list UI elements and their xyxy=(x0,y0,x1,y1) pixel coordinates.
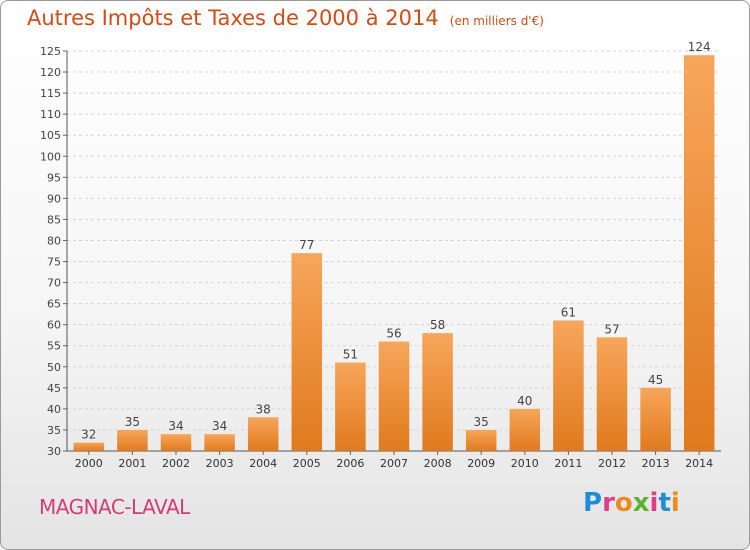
y-tick-label: 115 xyxy=(40,87,61,100)
y-tick-label: 80 xyxy=(47,234,61,247)
bar xyxy=(683,55,715,452)
x-tick-label: 2003 xyxy=(206,457,234,470)
y-tick-label: 30 xyxy=(47,445,61,458)
bar xyxy=(465,429,497,451)
x-tick-label: 2010 xyxy=(511,457,539,470)
bar xyxy=(509,408,541,451)
bar xyxy=(291,253,323,451)
brand-letter: i xyxy=(649,488,659,518)
y-tick-label: 70 xyxy=(47,277,61,290)
y-tick-label: 85 xyxy=(47,213,61,226)
y-tick-label: 50 xyxy=(47,361,61,374)
data-label: 35 xyxy=(125,415,140,429)
data-label: 124 xyxy=(688,40,711,54)
x-tick-label: 2012 xyxy=(598,457,626,470)
x-tick-label: 2011 xyxy=(554,457,582,470)
data-label: 56 xyxy=(386,327,401,341)
x-tick-label: 2014 xyxy=(685,457,713,470)
chart-unit: (en milliers d'€) xyxy=(449,14,544,28)
bar-layer xyxy=(73,55,715,452)
title-row: Autres Impôts et Taxes de 2000 à 2014 (e… xyxy=(27,6,544,30)
bar xyxy=(378,341,410,451)
x-tick-label: 2002 xyxy=(162,457,190,470)
brand-letter: x xyxy=(632,488,650,518)
y-tick-label: 65 xyxy=(47,298,61,311)
brand-letter: i xyxy=(670,488,680,518)
y-tick-label: 100 xyxy=(40,150,61,163)
label-layer: 32 35 34 34 38 77 51 56 58 35 40 61 57 45 124 xyxy=(81,40,710,441)
y-tick-label: 110 xyxy=(40,108,61,121)
y-tick-label: 120 xyxy=(40,66,61,79)
y-tick-label: 125 xyxy=(40,45,61,58)
data-label: 40 xyxy=(517,394,532,408)
y-tick-label: 95 xyxy=(47,171,61,184)
bar xyxy=(73,442,105,451)
data-label: 57 xyxy=(604,322,619,336)
brand-letter: t xyxy=(658,488,671,518)
commune-name: MAGNAC-LAVAL xyxy=(39,495,190,519)
bar xyxy=(335,362,366,451)
data-label: 51 xyxy=(343,348,358,362)
x-tick-label: 2001 xyxy=(118,457,146,470)
x-tick-label: 2008 xyxy=(424,457,452,470)
y-tick-label: 75 xyxy=(47,256,61,269)
x-tick-label: 2000 xyxy=(75,457,103,470)
x-tick-label: 2006 xyxy=(336,457,364,470)
bar xyxy=(247,417,279,451)
data-label: 34 xyxy=(212,419,227,433)
bar xyxy=(117,429,148,451)
brand-letter: r xyxy=(602,488,615,518)
chart-title: Autres Impôts et Taxes de 2000 à 2014 xyxy=(27,6,439,30)
x-tick-label: 2009 xyxy=(467,457,495,470)
x-tick-label: 2013 xyxy=(642,457,670,470)
data-label: 32 xyxy=(81,428,96,442)
x-tick-label: 2007 xyxy=(380,457,408,470)
data-label: 77 xyxy=(299,238,314,252)
x-tick-label: 2004 xyxy=(249,457,277,470)
bar xyxy=(160,434,192,451)
data-label: 34 xyxy=(168,419,183,433)
x-tick-label: 2005 xyxy=(293,457,321,470)
y-tick-label: 90 xyxy=(47,192,61,205)
brand-letter: P xyxy=(583,488,603,518)
data-label: 58 xyxy=(430,318,445,332)
y-tick-label: 45 xyxy=(47,382,61,395)
bar xyxy=(596,337,628,451)
y-tick-label: 40 xyxy=(47,403,61,416)
bar xyxy=(422,333,453,451)
bar xyxy=(640,387,671,451)
data-label: 38 xyxy=(256,402,271,416)
y-tick-label: 105 xyxy=(40,129,61,142)
brand-logo: Proxiti xyxy=(583,488,680,518)
y-tick-label: 60 xyxy=(47,319,61,332)
data-label: 35 xyxy=(474,415,489,429)
brand-letter: o xyxy=(614,488,633,518)
y-tick-label: 55 xyxy=(47,340,61,353)
data-label: 45 xyxy=(648,373,663,387)
data-label: 61 xyxy=(561,305,576,319)
y-tick-label: 35 xyxy=(47,424,61,437)
bar xyxy=(553,320,584,451)
bar xyxy=(204,434,235,451)
